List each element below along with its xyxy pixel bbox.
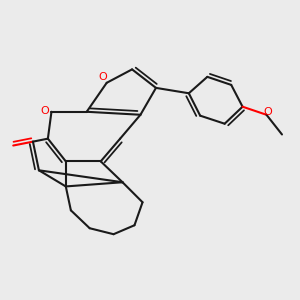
- Text: O: O: [264, 107, 272, 117]
- Text: O: O: [99, 72, 107, 82]
- Text: O: O: [40, 106, 49, 116]
